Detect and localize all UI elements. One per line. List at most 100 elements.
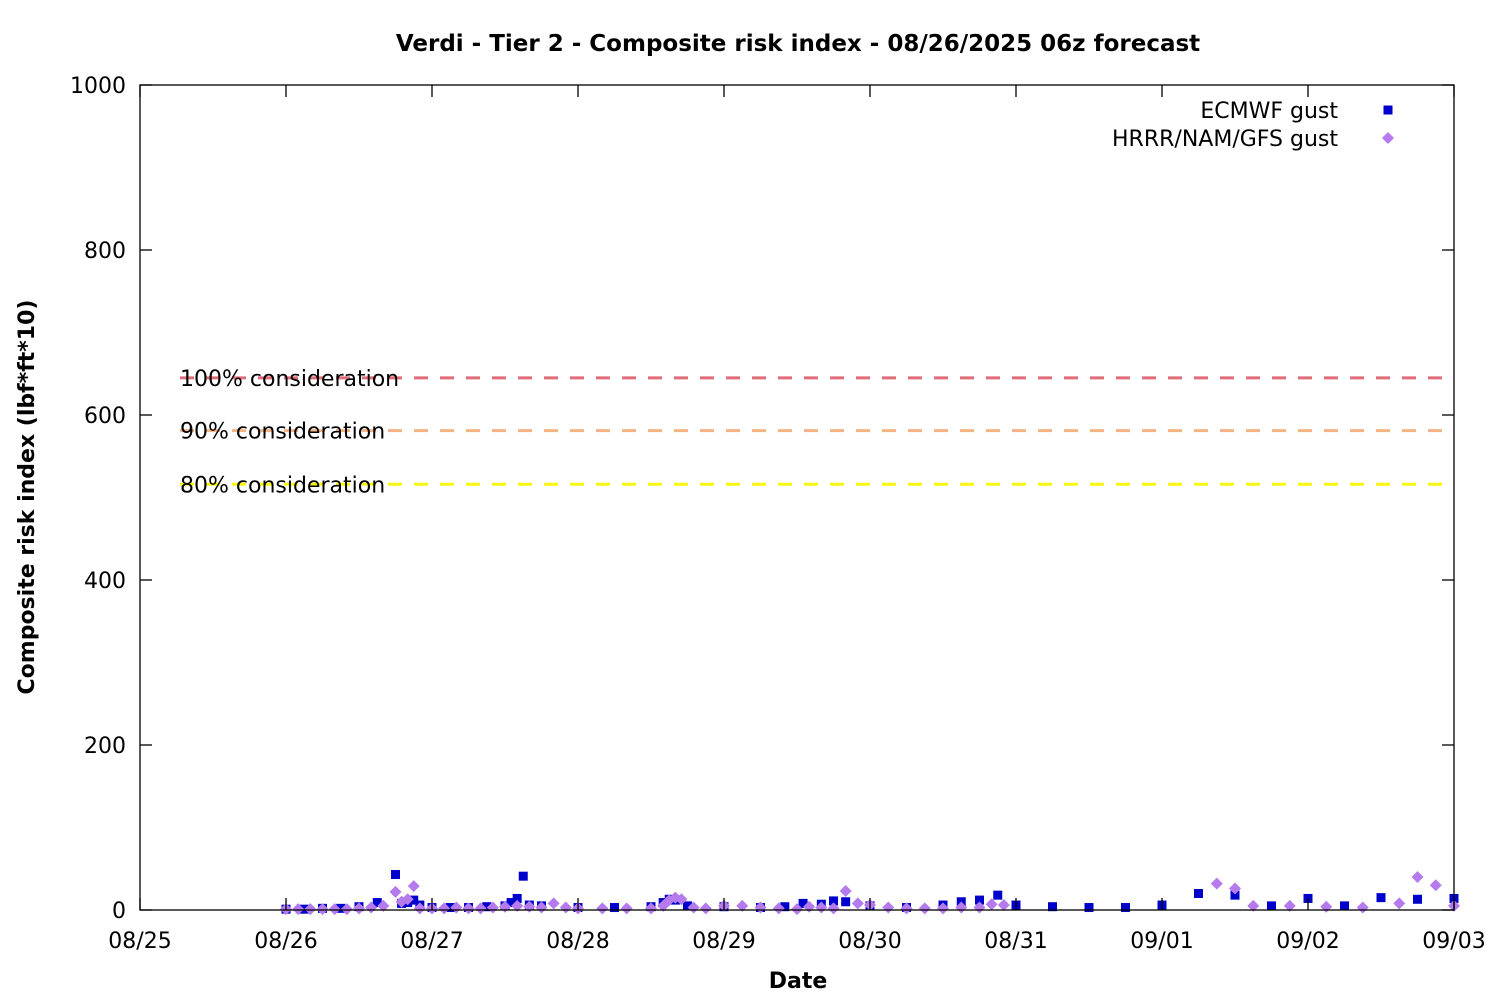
y-tick-label: 400 — [84, 569, 126, 594]
data-point — [401, 893, 414, 906]
reference-lines — [180, 376, 1454, 486]
data-point — [596, 902, 609, 915]
data-point — [993, 890, 1003, 900]
data-point — [620, 902, 633, 915]
data-point — [377, 899, 390, 912]
data-point — [1121, 903, 1130, 913]
y-tick-label: 200 — [84, 734, 126, 759]
data-point — [445, 903, 455, 913]
data-point — [1267, 901, 1276, 911]
data-point — [462, 902, 475, 915]
data-point — [683, 901, 692, 911]
data-point — [1194, 889, 1203, 898]
data-point — [772, 902, 785, 915]
chart-title: Verdi - Tier 2 - Composite risk index - … — [396, 31, 1200, 57]
data-point — [1411, 871, 1424, 883]
data-point — [438, 902, 451, 915]
y-axis-label: Composite risk index (lbf*ft*10) — [15, 300, 40, 695]
data-point — [340, 903, 353, 916]
data-point — [336, 903, 346, 913]
data-point — [518, 871, 528, 881]
data-point — [506, 898, 516, 908]
data-point — [328, 903, 341, 916]
y-tick-label: 600 — [84, 404, 126, 429]
data-point — [1393, 897, 1406, 910]
data-point — [645, 902, 657, 915]
data-point — [511, 899, 524, 912]
x-tick-label: 08/29 — [692, 929, 755, 954]
data-point — [1210, 877, 1223, 890]
x-tick-label: 08/26 — [254, 929, 317, 954]
data-point — [827, 902, 840, 915]
data-point — [985, 898, 998, 911]
y-tick-label: 1000 — [70, 74, 126, 99]
data-point — [841, 897, 851, 907]
data-point — [299, 904, 309, 914]
x-tick-label: 09/02 — [1276, 929, 1339, 954]
x-tick-label: 08/30 — [838, 929, 901, 954]
data-point — [1048, 902, 1057, 912]
data-point — [851, 897, 864, 910]
data-point — [409, 895, 419, 905]
data-point — [975, 895, 984, 905]
x-tick-labels: 08/25 08/26 08/27 08/28 08/29 08/30 08/31 09/01… — [108, 929, 1485, 954]
x-tick-label: 08/28 — [546, 929, 609, 954]
data-point — [413, 902, 426, 915]
reference-labels: 100% consideration 90% consideration 80% c… — [180, 367, 399, 498]
y-tick-label: 800 — [84, 239, 126, 264]
data-point — [1429, 879, 1442, 892]
data-point — [1230, 890, 1240, 900]
data-point — [372, 898, 382, 908]
legend-label: ECMWF gust — [1200, 99, 1338, 124]
y-tick-label: 0 — [112, 899, 126, 924]
reference-label: 100% consideration — [180, 367, 399, 392]
data-point — [882, 901, 895, 914]
x-tick-label: 08/31 — [984, 929, 1047, 954]
data-point — [389, 885, 402, 898]
data-point — [937, 902, 949, 915]
data-point — [1084, 903, 1094, 913]
legend-label: HRRR/NAM/GFS gust — [1112, 127, 1338, 152]
data-point — [1413, 894, 1422, 904]
data-point — [292, 903, 305, 916]
data-point — [482, 902, 492, 912]
plot-frame — [139, 84, 1455, 911]
data-point — [839, 885, 852, 898]
data-point — [780, 902, 790, 912]
data-point — [798, 898, 808, 908]
data-point — [699, 902, 712, 915]
legend-marker — [1382, 132, 1394, 144]
x-tick-label: 08/27 — [400, 929, 463, 954]
y-tick-labels: 0 200 400 600 800 1000 — [70, 74, 126, 924]
data-point — [1340, 901, 1349, 911]
data-point — [1247, 899, 1260, 912]
data-point — [1283, 899, 1296, 912]
data-point — [1376, 893, 1386, 903]
data-point — [1320, 900, 1333, 913]
data-point — [900, 902, 913, 915]
data-point — [610, 903, 619, 913]
data-point — [918, 902, 931, 915]
data-point — [407, 880, 420, 893]
x-tick-label: 09/03 — [1422, 929, 1485, 954]
data-point — [353, 902, 365, 915]
data-point — [791, 903, 803, 916]
data-point — [736, 899, 749, 912]
axis-ticks — [139, 84, 1455, 911]
data-point — [829, 896, 838, 906]
data-point — [474, 902, 487, 915]
data-point — [997, 899, 1010, 912]
data-point — [559, 901, 572, 914]
legend-marker — [1383, 105, 1393, 115]
reference-label: 90% consideration — [180, 420, 385, 445]
data-point — [304, 903, 317, 916]
legend: ECMWF gust HRRR/NAM/GFS gust — [1112, 99, 1394, 152]
data-point — [547, 897, 560, 910]
data-point — [316, 903, 329, 916]
data-point — [512, 893, 522, 903]
data-point — [391, 870, 400, 880]
data-point — [1356, 901, 1369, 914]
x-tick-label: 08/25 — [108, 929, 171, 954]
x-axis-label: Date — [769, 969, 828, 994]
